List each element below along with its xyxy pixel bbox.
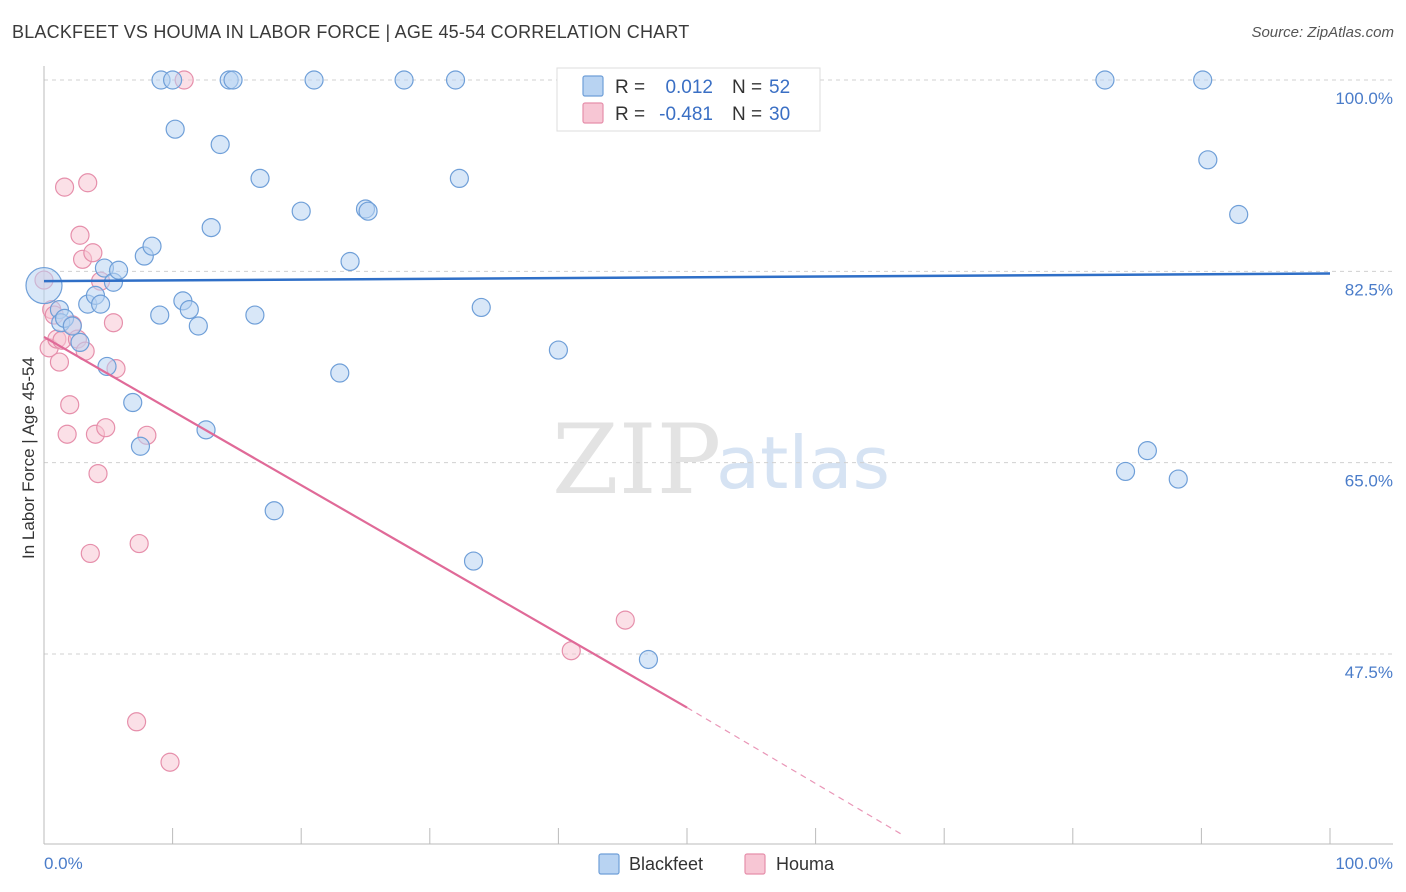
blackfeet-point-29	[245, 305, 265, 325]
legend-swatch-houma	[582, 102, 604, 124]
y-tick-label-1: 65.0%	[1345, 472, 1393, 491]
blackfeet-point-35	[340, 251, 360, 272]
bottom-legend-swatch-blackfeet	[598, 853, 620, 875]
houma-point-5	[49, 352, 70, 372]
blackfeet-point-31	[264, 501, 284, 521]
houma-point-9	[60, 395, 80, 415]
watermark-zip: ZIP	[552, 404, 721, 516]
blackfeet-point-40	[449, 168, 469, 188]
blackfeet-point-48	[1168, 469, 1188, 489]
chart-title: BLACKFEET VS HOUMA IN LABOR FORCE | AGE …	[12, 22, 690, 42]
blackfeet-point-5	[70, 332, 90, 352]
blackfeet-point-32	[291, 201, 311, 221]
houma-point-24	[129, 533, 149, 554]
blackfeet-point-14	[130, 436, 151, 456]
blackfeet-point-8	[90, 294, 111, 314]
houma-point-19	[88, 464, 108, 484]
correlation-legend: R = 0.012 N = 52 R = -0.481 N = 30	[556, 67, 821, 132]
x-tick-label-min: 0.0%	[44, 854, 83, 873]
blackfeet-point-51	[1229, 204, 1249, 225]
trend-lines	[43, 272, 1331, 835]
houma-point-15	[78, 173, 98, 193]
source-credit: Source: ZipAtlas.com	[1251, 24, 1394, 41]
blackfeet-point-39	[445, 70, 466, 90]
blackfeet-point-26	[210, 134, 230, 155]
blackfeet-point-50	[1198, 150, 1218, 170]
blackfeet-point-46	[1115, 461, 1136, 482]
bottom-legend-blackfeet: Blackfeet	[629, 854, 703, 874]
blackfeet-point-34	[330, 363, 350, 383]
houma-trend-line	[43, 335, 688, 709]
legend-r-value-1: 0.012	[665, 77, 713, 98]
blackfeet-trend-line	[43, 272, 1331, 283]
y-tick-label-2: 82.5%	[1345, 280, 1393, 299]
gridlines	[44, 79, 1393, 655]
blackfeet-point-33	[304, 70, 324, 90]
houma-point-27	[160, 752, 180, 772]
legend-n-value-2: 30	[769, 104, 790, 125]
houma-point-25	[126, 712, 147, 732]
blackfeet-point-45	[1095, 70, 1115, 90]
blackfeet-point-38	[394, 70, 414, 90]
axes	[43, 66, 1393, 845]
blackfeet-point-47	[1137, 441, 1157, 461]
blackfeet-point-25	[201, 218, 221, 238]
bottom-legend-houma: Houma	[776, 854, 835, 874]
houma-point-12	[70, 225, 90, 245]
blackfeet-point-28	[223, 70, 243, 90]
blackfeet-point-19	[163, 70, 183, 90]
legend-n-label-2: N =	[732, 104, 762, 125]
houma-point-21	[96, 418, 116, 438]
blackfeet-point-0	[25, 266, 63, 305]
houma-point-8	[57, 424, 77, 444]
y-tick-label-3: 100.0%	[1335, 89, 1393, 108]
blackfeet-point-17	[150, 305, 170, 325]
blackfeet-point-13	[123, 392, 143, 413]
blackfeet-point-22	[179, 300, 199, 320]
blackfeet-point-23	[188, 316, 208, 336]
houma-points	[34, 70, 635, 772]
houma-point-22	[103, 313, 124, 333]
blackfeet-point-4	[62, 316, 82, 336]
y-axis-label: In Labor Force | Age 45-54	[19, 357, 38, 559]
y-tick-label-0: 47.5%	[1345, 663, 1393, 682]
legend-r-label-1: R =	[615, 77, 645, 98]
blackfeet-point-20	[165, 119, 185, 139]
bottom-legend-swatch-houma	[744, 853, 766, 875]
y-tick-labels: 47.5% 65.0% 82.5% 100.0%	[1335, 89, 1393, 682]
houma-trend-extension	[686, 707, 903, 835]
houma-point-17	[83, 243, 103, 263]
blackfeet-point-30	[250, 168, 270, 188]
blackfeet-point-44	[638, 649, 659, 670]
blackfeet-points	[25, 70, 1249, 670]
blackfeet-point-41	[463, 551, 484, 571]
legend-r-value-2: -0.481	[659, 104, 713, 125]
blackfeet-point-16	[142, 236, 162, 256]
blackfeet-point-49	[1193, 70, 1213, 90]
series-legend: Blackfeet Houma	[598, 853, 835, 875]
blackfeet-point-11	[108, 260, 129, 280]
x-tick-label-max: 100.0%	[1335, 854, 1393, 873]
legend-r-label-2: R =	[615, 104, 645, 125]
legend-swatch-blackfeet	[582, 75, 604, 97]
blackfeet-point-42	[471, 297, 491, 318]
legend-n-label-1: N =	[732, 77, 762, 98]
houma-point-16	[80, 543, 100, 564]
legend-n-value-1: 52	[769, 77, 790, 98]
blackfeet-point-43	[548, 340, 569, 360]
blackfeet-point-37	[358, 201, 378, 221]
houma-point-30	[615, 610, 635, 630]
houma-point-7	[54, 177, 75, 197]
